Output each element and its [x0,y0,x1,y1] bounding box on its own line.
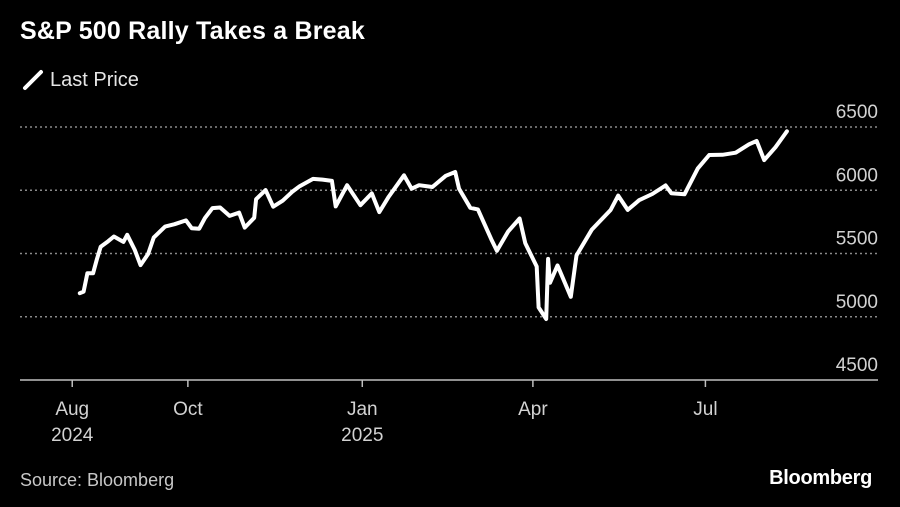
y-tick-label-5500: 5500 [836,229,878,250]
bloomberg-logo: Bloomberg [769,467,872,489]
source-note: Source: Bloomberg [20,470,175,490]
x-tick-label-oct: Oct [173,399,203,420]
y-tick-label-6000: 6000 [836,165,878,186]
y-tick-label-4500: 4500 [836,355,878,376]
legend-line-icon [23,70,43,90]
x-tick-label-aug: Aug [55,399,89,420]
legend-label: Last Price [50,68,139,91]
x-tick-year-2024: 2024 [51,425,94,446]
price-chart: 4500 5000 5500 6000 6500 Aug 2024 Oct Jan 2025 Apr… [20,102,878,446]
x-tick-year-2025: 2025 [341,425,383,446]
x-tick-label-apr: Apr [518,399,548,420]
y-tick-label-5000: 5000 [836,292,878,313]
chart-title: S&P 500 Rally Takes a Break [20,17,365,45]
x-tick-label-jul: Jul [693,399,717,420]
series-line-last-price [77,129,789,321]
x-tick-label-jan: Jan [347,399,378,420]
y-tick-label-6500: 6500 [836,102,878,123]
legend: Last Price [22,68,139,92]
